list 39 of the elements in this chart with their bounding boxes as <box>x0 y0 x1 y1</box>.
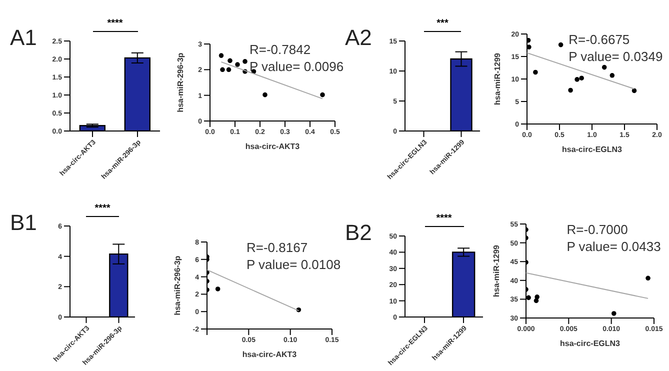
point <box>262 92 268 98</box>
text: **** <box>435 213 453 224</box>
point <box>612 311 616 316</box>
point <box>527 38 531 43</box>
annotation: P value= 0.0349 <box>568 49 663 64</box>
y-axis-title: hsa-miR-1299 <box>492 244 501 298</box>
point <box>235 62 240 67</box>
point <box>568 88 573 93</box>
point <box>527 44 532 50</box>
text: **** <box>94 203 112 214</box>
annotation: P value= 0.0433 <box>566 239 661 254</box>
point <box>226 67 232 72</box>
chart-title: A1 <box>10 25 37 51</box>
point <box>320 92 325 98</box>
annotation: R=-0.8167 <box>246 240 308 255</box>
point <box>218 53 224 58</box>
point <box>228 58 232 64</box>
annotation: R=-0.6675 <box>568 32 630 47</box>
text: *** <box>436 18 450 29</box>
chart-title: B2 <box>345 220 372 246</box>
annotation: P value= 0.0108 <box>246 257 341 272</box>
point <box>220 67 225 72</box>
point <box>533 70 538 75</box>
chart-title: A2 <box>345 25 372 51</box>
point <box>579 76 584 80</box>
point <box>558 42 564 48</box>
point <box>574 77 580 82</box>
point <box>526 295 531 300</box>
text: **** <box>106 18 124 29</box>
annotation: R=-0.7000 <box>566 222 628 237</box>
point <box>646 276 650 281</box>
point <box>242 59 248 64</box>
x-axis-title: hsa-circ-EGLN3 <box>562 145 623 154</box>
point <box>602 64 607 70</box>
chart-title: B1 <box>10 210 37 236</box>
point <box>610 73 615 78</box>
point <box>632 88 637 94</box>
point <box>534 294 540 300</box>
annotation: R=-0.7842 <box>250 42 311 57</box>
